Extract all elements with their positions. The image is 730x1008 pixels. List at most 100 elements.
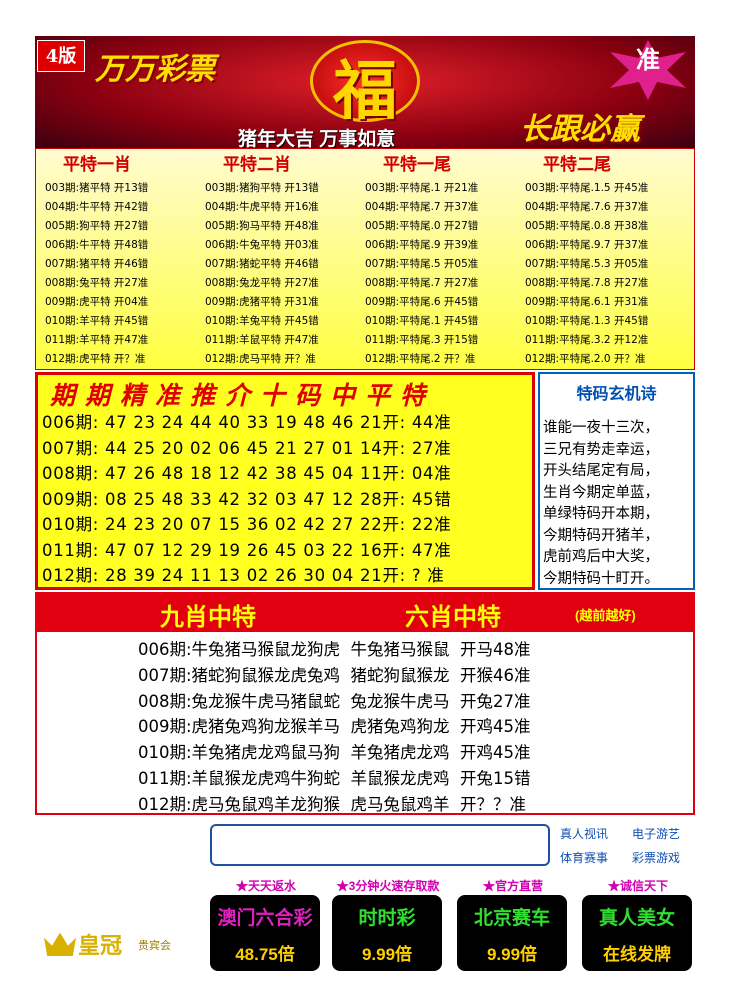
ten-bg	[35, 372, 535, 590]
table-cell: 009期:虎猪平特 开31准	[205, 296, 319, 308]
ten-row: 006期: 47 23 24 44 40 33 19 48 46 21开: 44…	[42, 413, 452, 432]
table-cell: 012期:虎马平特 开？准	[205, 353, 316, 365]
poem-line: 虎前鸡后中大奖，	[543, 549, 659, 565]
poem-line: 三兄有势走幸运，	[543, 441, 659, 458]
logo-crown	[44, 932, 76, 956]
table-cell: 005期:平特尾.0 开27错	[365, 220, 479, 232]
promo-name: 澳门六合彩	[217, 908, 313, 929]
table-cell: 004期:牛虎平特 开16准	[205, 201, 319, 213]
zodiac-body	[35, 632, 695, 815]
table-cell: 003期:猪狗平特 开13错	[205, 182, 319, 194]
table-header: 平特一肖	[63, 155, 131, 174]
ten-row: 008期: 47 26 48 18 12 42 38 45 04 11开: 04…	[42, 464, 452, 483]
badge: 4版	[37, 40, 85, 72]
fu-circle	[310, 40, 420, 122]
table-cell: 006期:牛兔平特 开03准	[205, 239, 319, 251]
promo-card[interactable]	[582, 895, 692, 971]
table-cell: 011期:平特尾.3 开15错	[365, 334, 479, 346]
table-cell: 007期:平特尾.5 开05准	[365, 258, 479, 270]
table-cell: 005期:平特尾.0.8 开38准	[525, 220, 649, 232]
promo-value: 9.99倍	[361, 945, 413, 964]
table-cell: 005期:狗平特 开27错	[45, 220, 149, 232]
table-cell: 009期:平特尾.6.1 开31准	[525, 296, 649, 308]
promo-tag: ★官方直营	[482, 879, 543, 893]
ten-row: 011期: 47 07 12 29 19 26 45 03 22 16开: 47…	[42, 540, 452, 560]
table-cell: 004期:平特尾.7.6 开37准	[525, 201, 649, 213]
promo-card[interactable]	[210, 895, 320, 971]
zodiac-row: 009期:虎猪兔鸡狗龙猴羊马 虎猪兔鸡狗龙 开鸡45准	[138, 717, 531, 737]
ten-row: 010期: 24 23 20 07 15 36 02 42 27 22开: 22…	[42, 515, 452, 534]
poem-line: 单绿特码开本期，	[543, 506, 659, 522]
promo-tag: ★天天返水	[235, 879, 296, 893]
table-cell: 006期:平特尾.9 开39准	[365, 239, 479, 251]
table-cell: 008期:平特尾.7 开27准	[365, 277, 479, 289]
table-cell: 010期:平特尾.1.3 开45错	[525, 315, 649, 327]
table-cell: 011期:平特尾.3.2 开12准	[525, 334, 649, 346]
footer-link[interactable]: 真人视讯	[560, 827, 609, 841]
table-cell: 012期:平特尾.2.0 开？准	[525, 353, 646, 365]
zodiac-row: 007期:猪蛇狗鼠猴龙虎兔鸡 猪蛇狗鼠猴龙 开猴46准	[138, 665, 531, 685]
brand: 万万彩票	[95, 52, 215, 87]
zodiac-row: 011期:羊鼠猴龙虎鸡牛狗蛇 羊鼠猴龙虎鸡 开兔15错	[138, 769, 531, 788]
ten-row: 007期: 44 25 20 02 06 45 21 27 01 14开: 27…	[42, 438, 452, 458]
table-cell: 011期:羊鼠平特 开47准	[205, 334, 319, 346]
table-cell: 003期:平特尾.1 开21准	[365, 182, 479, 194]
table-cell: 007期:平特尾.5.3 开05准	[525, 258, 649, 270]
promo-tag: ★诚信天下	[607, 879, 668, 893]
promo-card[interactable]	[332, 895, 442, 971]
footer-link[interactable]: 体育赛事	[560, 851, 609, 865]
footer-link[interactable]: 彩票游戏	[632, 851, 681, 865]
zodiac-head-bg	[35, 592, 695, 632]
table-bg	[35, 148, 695, 370]
search-box[interactable]	[210, 824, 550, 866]
poem-line: 今期特码开猪羊，	[543, 527, 659, 544]
logo: 皇冠	[78, 933, 123, 958]
table-cell: 006期:牛平特 开48错	[45, 239, 149, 251]
fu: 福	[333, 54, 397, 129]
table-cell: 011期:羊平特 开47准	[45, 334, 149, 346]
table-cell: 008期:兔平特 开27准	[45, 277, 149, 289]
table-cell: 010期:羊平特 开45错	[45, 315, 149, 327]
zodiac-row: 008期:兔龙猴牛虎马猪鼠蛇 兔龙猴牛虎马 开兔27准	[138, 691, 531, 711]
zodiac-row: 010期:羊兔猪虎龙鸡鼠马狗 羊兔猪虎龙鸡 开鸡45准	[138, 743, 531, 763]
table-cell: 010期:平特尾.1 开45错	[365, 315, 479, 327]
promo-card[interactable]	[457, 895, 567, 971]
table-cell: 012期:虎平特 开？准	[45, 353, 146, 365]
logo-sub: 贵宾会	[138, 939, 171, 952]
promo-name: 真人美女	[598, 908, 675, 929]
table-header: 平特二尾	[543, 155, 611, 174]
slogan: 猪年大吉 万事如意	[238, 129, 396, 150]
zhun: 准	[636, 47, 660, 74]
ten-row: 012期: 28 39 24 11 13 02 26 30 04 21开: ? …	[42, 566, 445, 585]
table-cell: 006期:平特尾.9.7 开37准	[525, 239, 649, 251]
table-cell: 009期:虎平特 开04准	[45, 296, 149, 308]
table-cell: 004期:平特尾.7 开37准	[365, 201, 479, 213]
table-cell: 008期:兔龙平特 开27准	[205, 277, 319, 289]
table-cell: 004期:牛平特 开42错	[45, 201, 149, 213]
promo-name: 北京赛车	[473, 908, 550, 929]
promo-value: 9.99倍	[486, 945, 538, 964]
poem-title: 特码玄机诗	[576, 386, 657, 403]
footer-link[interactable]: 电子游艺	[632, 827, 681, 841]
ten-row: 009期: 08 25 48 33 42 32 03 47 12 28开: 45…	[42, 489, 452, 509]
motto: 长跟必赢	[520, 112, 640, 147]
zodiac-note: (越前越好)	[575, 608, 636, 623]
table-header: 平特一尾	[383, 155, 451, 174]
poem-line: 今期特码十盯开。	[543, 570, 659, 587]
poem-line: 谁能一夜十三次，	[543, 420, 659, 436]
table-cell: 005期:狗马平特 开48准	[205, 220, 319, 232]
table-header: 平特二肖	[223, 155, 291, 174]
table-cell: 008期:平特尾.7.8 开27准	[525, 277, 649, 289]
table-cell: 007期:猪平特 开46错	[45, 258, 149, 270]
promo-value: 在线发牌	[603, 945, 671, 964]
zodiac-title2: 六肖中特	[405, 604, 501, 631]
zodiac-row: 006期:牛兔猪马猴鼠龙狗虎 牛兔猪马猴鼠 开马48准	[138, 640, 531, 659]
table-cell: 003期:猪平特 开13错	[45, 182, 149, 194]
table-cell: 003期:平特尾.1.5 开45准	[525, 182, 649, 194]
table-cell: 009期:平特尾.6 开45错	[365, 296, 479, 308]
zodiac-row: 012期:虎马兔鼠鸡羊龙狗猴 虎马兔鼠鸡羊 开？？准	[138, 794, 527, 814]
poem-bg	[538, 372, 695, 590]
promo-value: 48.75倍	[235, 945, 295, 964]
